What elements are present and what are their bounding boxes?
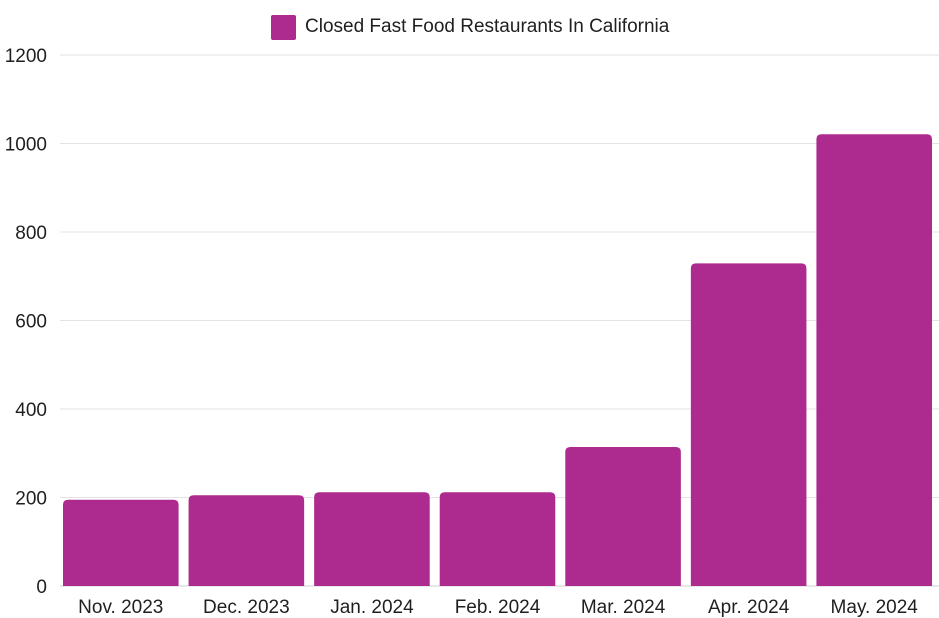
bar <box>314 492 430 586</box>
x-tick-label: Mar. 2024 <box>581 597 666 618</box>
chart-legend: Closed Fast Food Restaurants In Californ… <box>271 13 669 41</box>
y-tick-label: 0 <box>36 577 47 598</box>
y-tick-label: 800 <box>15 223 47 244</box>
x-tick-label: Dec. 2023 <box>203 597 290 618</box>
bar <box>188 495 305 586</box>
bar <box>439 492 556 586</box>
y-tick-label: 1200 <box>5 46 47 67</box>
bar <box>690 263 807 586</box>
legend-label: Closed Fast Food Restaurants In Californ… <box>305 16 670 37</box>
bar <box>816 134 932 586</box>
bar <box>565 447 681 586</box>
y-tick-label: 200 <box>15 489 47 510</box>
y-tick-label: 400 <box>15 400 47 421</box>
x-tick-label: Jan. 2024 <box>330 597 414 618</box>
y-tick-label: 600 <box>15 312 47 333</box>
bar <box>63 499 179 586</box>
x-tick-label: Feb. 2024 <box>455 597 541 618</box>
y-tick-label: 1000 <box>5 135 47 156</box>
legend-swatch <box>271 14 296 40</box>
x-tick-label: Nov. 2023 <box>78 597 163 618</box>
x-tick-label: May. 2024 <box>831 597 919 618</box>
x-tick-label: Apr. 2024 <box>708 597 790 618</box>
